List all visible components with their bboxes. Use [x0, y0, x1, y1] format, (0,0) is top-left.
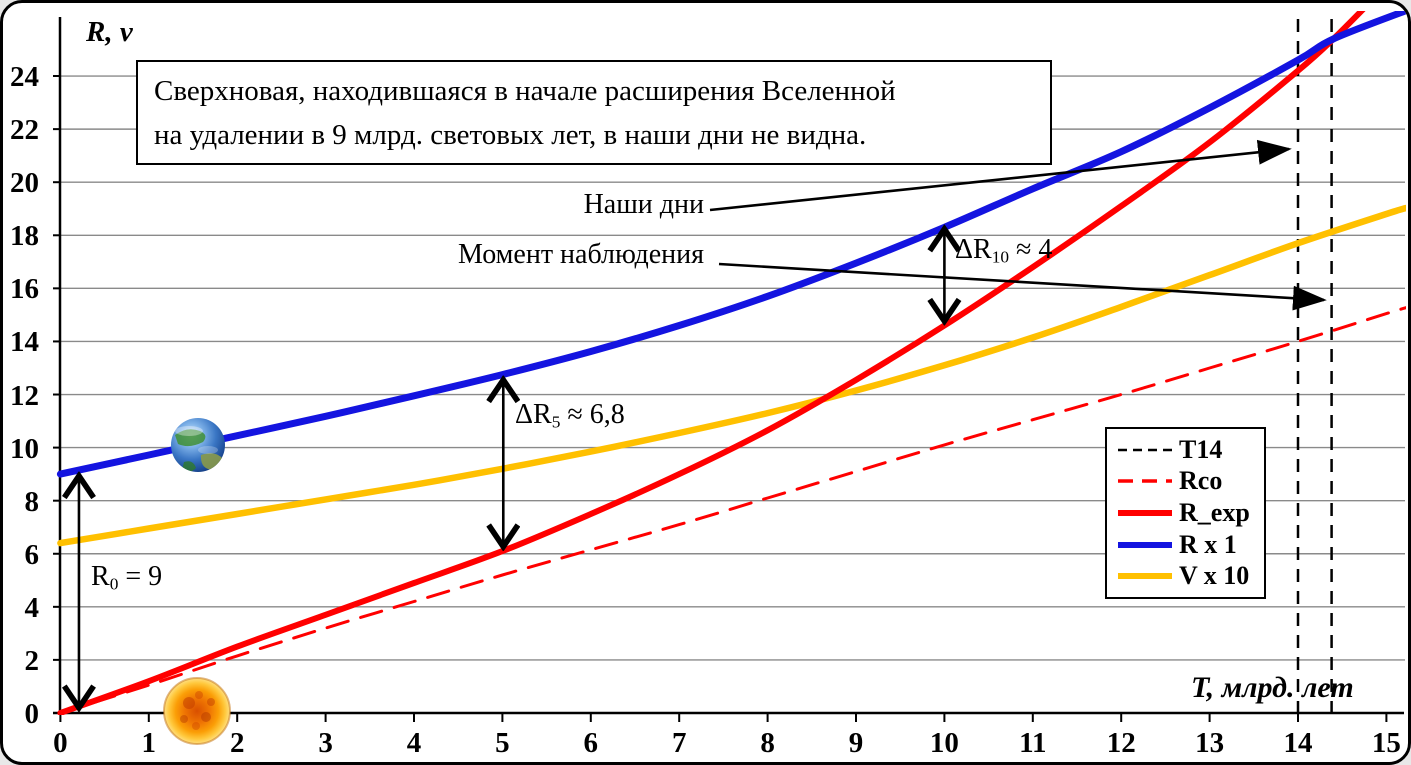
y-tick-label: 20 [10, 167, 39, 200]
x-tick-label: 13 [1195, 727, 1225, 759]
x-tick-label: 4 [406, 727, 422, 759]
label-moment-nablyudeniya: Момент наблюдения [458, 239, 704, 270]
x-tick-label: 6 [583, 727, 599, 759]
x-tick-label: 9 [848, 727, 864, 759]
axes [53, 17, 1404, 722]
x-tick-label: 8 [760, 727, 775, 759]
x-tick-label: 5 [495, 727, 510, 759]
legend-label: R x 1 [1179, 529, 1237, 559]
legend-item-rco: Rco [1116, 466, 1262, 496]
x-tick-label: 10 [929, 727, 959, 759]
curve-r-exp [57, 11, 1366, 715]
x-tick-label: 15 [1371, 727, 1401, 759]
legend-item-t14: T14 [1116, 435, 1262, 465]
x-tick-label: 0 [53, 727, 68, 759]
dr5-subscript: 5 [551, 412, 561, 432]
legend-label: Rco [1179, 466, 1223, 496]
y-axis-title: R, v [86, 16, 133, 48]
x-tick-label: 12 [1106, 727, 1136, 759]
moment-arrow [718, 262, 1327, 311]
dr10-prefix: ΔR [955, 234, 992, 265]
x-axis-title: T, млрд. лет [1191, 671, 1354, 704]
x-tick-label: 1 [141, 727, 157, 759]
legend-line-sample [1118, 509, 1172, 516]
supernova-image [163, 677, 231, 745]
data-curves [56, 11, 1406, 715]
legend-line-sample [1118, 573, 1172, 580]
earth-image [171, 418, 225, 472]
y-tick-label: 12 [10, 379, 39, 412]
legend-line-sample [1118, 479, 1172, 484]
label-delta-r5: ΔR5 ≈ 6,8 [515, 399, 625, 432]
y-tick-label: 14 [10, 326, 39, 359]
legend-line-sample [1118, 541, 1172, 548]
dr5-suffix: ≈ 6,8 [560, 399, 625, 430]
y-tick-label: 0 [24, 698, 40, 730]
y-tick-label: 10 [10, 432, 39, 465]
dr10-suffix: ≈ 4 [1009, 234, 1053, 265]
dr10-subscript: 10 [991, 247, 1010, 267]
y-tick-label: 4 [24, 591, 40, 624]
legend-item-r-x-1: R x 1 [1116, 530, 1262, 560]
y-tick-label: 2 [24, 644, 40, 677]
info-text-line1: Сверхновая, находившаяся в начале расшир… [154, 75, 896, 107]
legend-label: R_exp [1179, 497, 1250, 527]
curve-r-x-1 [56, 11, 1406, 478]
r0-suffix: = 9 [118, 561, 163, 592]
x-tick-label: 7 [671, 727, 687, 759]
y-tick-label: 22 [10, 114, 39, 147]
y-tick-label: 6 [24, 538, 40, 571]
r0-subscript: 0 [109, 574, 119, 594]
x-tick-label: 2 [229, 727, 245, 759]
y-tick-label: 18 [10, 220, 39, 253]
x-tick-label: 11 [1019, 727, 1047, 759]
label-delta-r10: ΔR10 ≈ 4 [955, 234, 1052, 267]
y-tick-label: 16 [10, 273, 39, 306]
legend-item-r-exp: R_exp [1116, 498, 1262, 528]
r0-prefix: R [91, 561, 110, 592]
y-tick-label: 24 [10, 61, 39, 94]
legend-line-sample [1118, 448, 1172, 452]
legend-label: V x 10 [1179, 561, 1250, 591]
legend-label: T14 [1179, 434, 1223, 464]
t14-dashed-lines [1296, 19, 1333, 713]
curve-rco [58, 306, 1406, 715]
annotation-arrows [79, 139, 1327, 706]
curve-v-x-10 [57, 204, 1406, 547]
label-r0: R0 = 9 [91, 561, 162, 594]
x-tick-label: 3 [318, 727, 333, 759]
info-text-box: Сверхновая, находившаяся в начале расшир… [136, 60, 1052, 165]
nashi-dni-arrow [709, 139, 1292, 212]
info-text-line2: на удалении в 9 млрд. световых лет, в на… [154, 119, 867, 151]
x-tick-label: 14 [1283, 727, 1313, 759]
legend-item-v-x-10: V x 10 [1116, 561, 1262, 591]
y-tick-label: 8 [24, 485, 40, 518]
dr5-prefix: ΔR [515, 399, 552, 430]
label-nashi-dni: Наши дни [583, 189, 704, 220]
